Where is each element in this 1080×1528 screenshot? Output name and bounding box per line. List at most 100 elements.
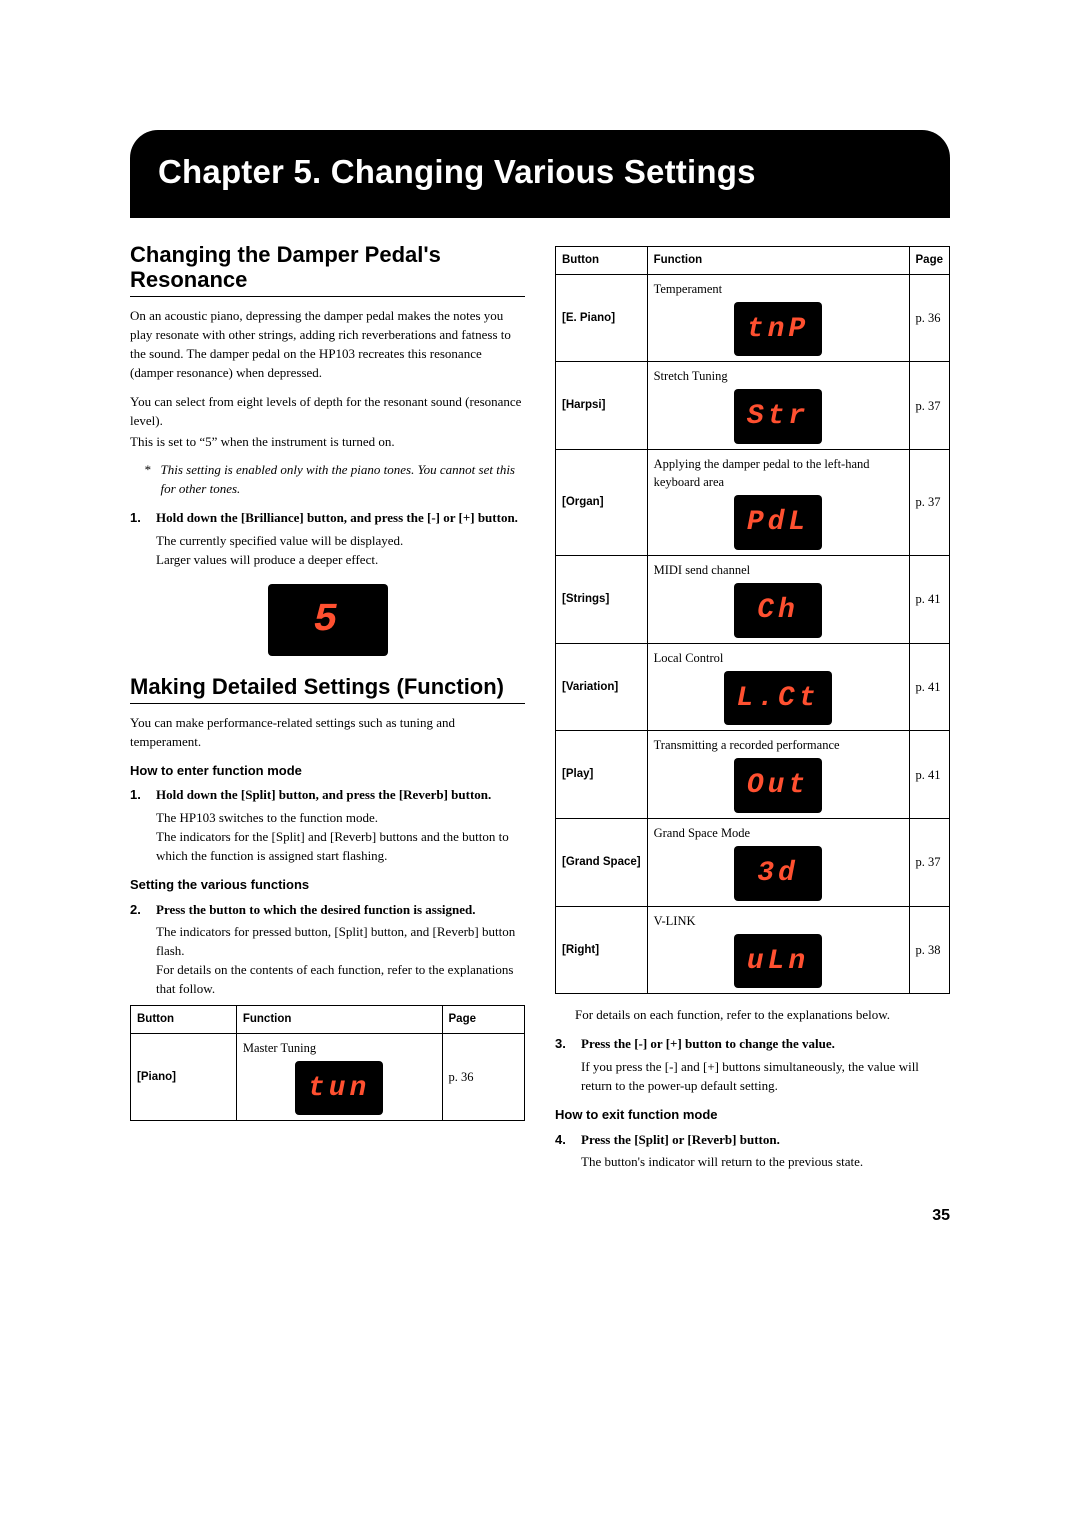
lcd-display-wrap: 5 [130, 584, 525, 656]
step-3: 3. Press the [-] or [+] button to change… [555, 1035, 950, 1096]
rule [130, 703, 525, 704]
step-description: The currently specified value will be di… [156, 532, 525, 551]
lcd-display: tnP [734, 302, 822, 357]
step-description: Larger values will produce a deeper effe… [156, 551, 525, 570]
cell-button: [Grand Space] [556, 818, 648, 906]
cell-function: Grand Space Mode 3d [647, 818, 909, 906]
lcd-display: 5 [268, 584, 388, 656]
step-number: 1. [130, 786, 148, 865]
cell-button: [Right] [556, 906, 648, 994]
cell-page: p. 41 [909, 731, 950, 819]
table-row: [Strings] MIDI send channel Ch p. 41 [556, 555, 950, 643]
right-column: Button Function Page [E. Piano]Temperame… [555, 240, 950, 1174]
function-label: Stretch Tuning [654, 367, 903, 385]
lcd-display: Out [734, 758, 822, 813]
lcd-display: Ch [734, 583, 822, 638]
function-label: Applying the damper pedal to the left-ha… [654, 455, 903, 491]
cell-button: [Play] [556, 731, 648, 819]
cell-page: p. 37 [909, 818, 950, 906]
step-2: 2. Press the button to which the desired… [130, 901, 525, 999]
function-label: MIDI send channel [654, 561, 903, 579]
table-row: [Variation] Local Control L.Ct p. 41 [556, 643, 950, 731]
body-text: You can make performance-related setting… [130, 714, 525, 752]
two-column-layout: Changing the Damper Pedal's Resonance On… [130, 240, 950, 1174]
cell-button: [E. Piano] [556, 274, 648, 362]
function-label: Local Control [654, 649, 903, 667]
lcd-display: PdL [734, 495, 822, 550]
cell-function: Stretch Tuning Str [647, 362, 909, 450]
step-instruction: Press the [Split] or [Reverb] button. [581, 1131, 950, 1150]
step-number: 2. [130, 901, 148, 999]
step-4: 4. Press the [Split] or [Reverb] button.… [555, 1131, 950, 1173]
page-number: 35 [130, 1204, 950, 1227]
cell-button: [Harpsi] [556, 362, 648, 450]
step-description: If you press the [-] and [+] buttons sim… [581, 1058, 950, 1096]
th-function: Function [236, 1005, 442, 1033]
chapter-title: Chapter 5. Changing Various Settings [158, 148, 922, 196]
function-label: V-LINK [654, 912, 903, 930]
function-table-right: Button Function Page [E. Piano]Temperame… [555, 246, 950, 995]
table-row: [Harpsi] Stretch Tuning Str p. 37 [556, 362, 950, 450]
cell-page: p. 37 [909, 362, 950, 450]
cell-page: p. 36 [442, 1033, 525, 1121]
chapter-header: Chapter 5. Changing Various Settings [130, 130, 950, 218]
cell-page: p. 36 [909, 274, 950, 362]
cell-function: Local Control L.Ct [647, 643, 909, 731]
function-label: Transmitting a recorded performance [654, 736, 903, 754]
th-function: Function [647, 246, 909, 274]
step-instruction: Hold down the [Brilliance] button, and p… [156, 509, 525, 528]
asterisk-icon: * [144, 461, 151, 499]
section-title-function: Making Detailed Settings (Function) [130, 674, 525, 699]
table-row: [Organ]Applying the damper pedal to the … [556, 449, 950, 555]
section-title-damper: Changing the Damper Pedal's Resonance [130, 242, 525, 293]
footnote-text: This setting is enabled only with the pi… [161, 461, 526, 499]
cell-page: p. 38 [909, 906, 950, 994]
step-description: For details on the contents of each func… [156, 961, 525, 999]
step-description: The indicators for the [Split] and [Reve… [156, 828, 525, 866]
left-column: Changing the Damper Pedal's Resonance On… [130, 240, 525, 1174]
body-text: This is set to “5” when the instrument i… [130, 433, 525, 452]
step-number: 3. [555, 1035, 573, 1096]
cell-function: MIDI send channel Ch [647, 555, 909, 643]
footnote: * This setting is enabled only with the … [144, 461, 525, 499]
step-description: The button's indicator will return to th… [581, 1153, 950, 1172]
step-1: 1. Hold down the [Split] button, and pre… [130, 786, 525, 865]
body-text: For details on each function, refer to t… [575, 1006, 950, 1025]
lcd-display: uLn [734, 934, 822, 989]
cell-page: p. 37 [909, 449, 950, 555]
table-row: [Piano]Master Tuningtunp. 36 [131, 1033, 525, 1121]
lcd-display: L.Ct [724, 671, 831, 726]
th-page: Page [909, 246, 950, 274]
table-row: [Grand Space] Grand Space Mode 3d p. 37 [556, 818, 950, 906]
cell-button: [Strings] [556, 555, 648, 643]
step-instruction: Press the [-] or [+] button to change th… [581, 1035, 950, 1054]
cell-button: [Variation] [556, 643, 648, 731]
cell-button: [Piano] [131, 1033, 237, 1121]
cell-button: [Organ] [556, 449, 648, 555]
th-button: Button [131, 1005, 237, 1033]
body-text: On an acoustic piano, depressing the dam… [130, 307, 525, 382]
cell-page: p. 41 [909, 643, 950, 731]
step-instruction: Hold down the [Split] button, and press … [156, 786, 525, 805]
cell-page: p. 41 [909, 555, 950, 643]
th-page: Page [442, 1005, 525, 1033]
table-row: [E. Piano] Temperament tnP p. 36 [556, 274, 950, 362]
cell-function: Master Tuningtun [236, 1033, 442, 1121]
step-number: 1. [130, 509, 148, 570]
body-text: You can select from eight levels of dept… [130, 393, 525, 431]
lcd-display: Str [734, 389, 822, 444]
cell-function: V-LINK uLn [647, 906, 909, 994]
th-button: Button [556, 246, 648, 274]
lcd-display: 3d [734, 846, 822, 901]
subheading-enter-mode: How to enter function mode [130, 762, 525, 781]
cell-function: Temperament tnP [647, 274, 909, 362]
function-table-left: Button Function Page [Piano]Master Tunin… [130, 1005, 525, 1121]
subheading-setting-functions: Setting the various functions [130, 876, 525, 895]
table-row: [Right] V-LINK uLn p. 38 [556, 906, 950, 994]
function-label: Temperament [654, 280, 903, 298]
step-description: The HP103 switches to the function mode. [156, 809, 525, 828]
function-label: Grand Space Mode [654, 824, 903, 842]
step-instruction: Press the button to which the desired fu… [156, 901, 525, 920]
step-number: 4. [555, 1131, 573, 1173]
cell-function: Applying the damper pedal to the left-ha… [647, 449, 909, 555]
